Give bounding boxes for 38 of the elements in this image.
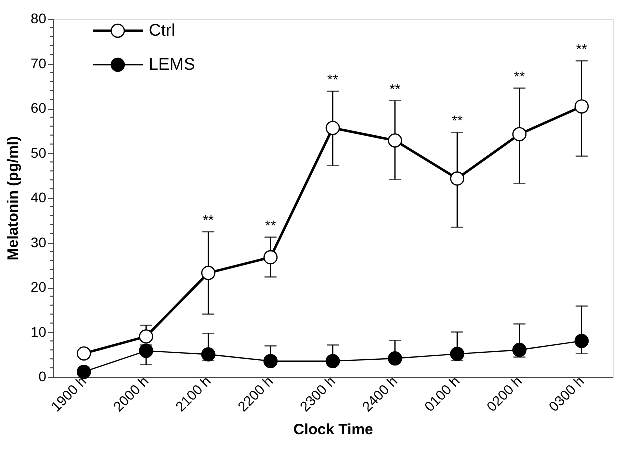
annotation: ** [452,112,464,129]
y-tick-label: 40 [30,190,47,206]
y-tick-label: 50 [30,144,47,161]
point [264,354,278,368]
annotation: ** [576,41,588,58]
y-tick-label: 10 [30,324,47,340]
y-tick-label: 80 [30,10,47,26]
y-tick-label: 20 [30,279,47,295]
point [450,172,465,186]
point [574,100,590,114]
point [326,121,340,136]
point [76,364,92,380]
point [264,250,278,265]
legend-label: LEMS [149,55,196,74]
point [574,334,590,348]
point [201,266,216,280]
point [76,346,92,361]
point [512,127,527,142]
y-tick-label: 0 [38,368,47,384]
point [201,348,216,362]
x-axis-title: Clock Time [294,422,374,439]
legend-label: Ctrl [149,21,176,40]
annotation: ** [203,212,215,228]
point [512,343,527,358]
annotation: ** [265,217,277,234]
point [326,354,340,368]
y-tick-label: 60 [30,100,47,116]
y-tick-label: 70 [30,55,47,72]
point [388,134,402,148]
point [139,344,154,358]
annotation: ** [514,68,526,84]
point [450,347,465,362]
point [139,330,154,344]
y-tick-label: 30 [30,234,47,250]
annotation: ** [328,71,339,88]
point [388,352,402,366]
y-axis-title: Melatonin (pg/ml) [4,136,22,261]
annotation: ** [390,80,402,97]
